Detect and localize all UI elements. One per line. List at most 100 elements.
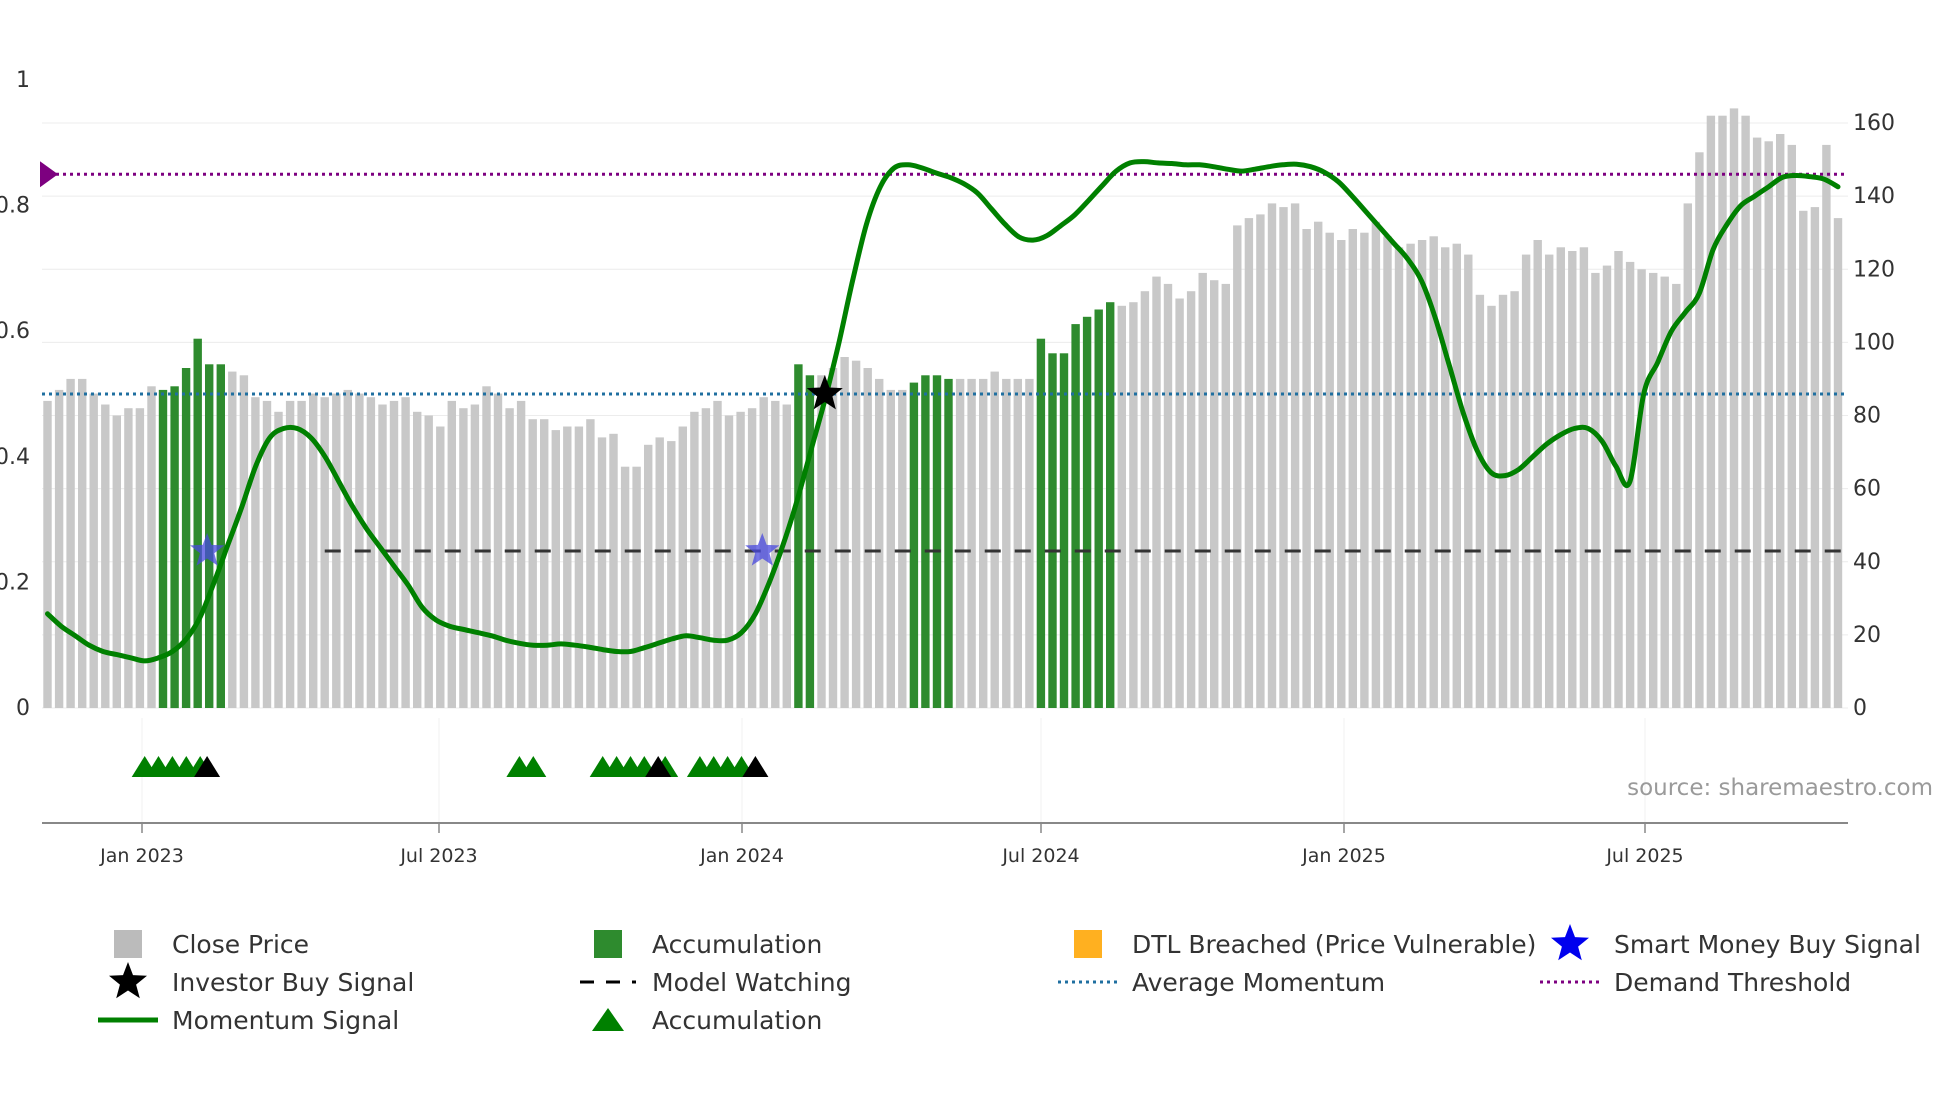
price-bar	[1348, 229, 1357, 708]
price-bar	[701, 408, 711, 708]
price-bar	[1545, 254, 1554, 708]
price-bar	[413, 411, 422, 708]
legend-label: Average Momentum	[1132, 968, 1385, 997]
accumulation-end-triangle	[742, 756, 769, 777]
date-tick-label: Jul 2024	[1001, 845, 1079, 867]
price-bar	[875, 378, 884, 708]
price-bar	[193, 338, 202, 708]
price-bar	[1394, 247, 1404, 709]
price-bar	[1672, 283, 1681, 708]
price-bar	[932, 375, 942, 708]
reference-lines	[40, 161, 1848, 553]
price-bar	[1233, 225, 1242, 708]
price-bar	[736, 411, 745, 708]
price-bar	[320, 397, 329, 708]
right-tick-label: 140	[1853, 184, 1895, 209]
legend-triangle-icon	[592, 1008, 624, 1031]
legend-item: Accumulation	[594, 930, 822, 959]
price-bar	[1579, 247, 1589, 709]
right-tick-label: 40	[1853, 550, 1881, 575]
source-label: source: sharemaestro.com	[1627, 775, 1933, 801]
price-bar	[1568, 251, 1577, 708]
price-bar	[1210, 280, 1219, 708]
price-bar	[1718, 115, 1727, 708]
price-bar	[216, 364, 225, 708]
legend-label: DTL Breached (Price Vulnerable)	[1132, 930, 1536, 959]
price-bar	[1279, 207, 1288, 708]
price-bar	[181, 368, 191, 708]
smart-money-buy-star	[745, 533, 780, 566]
price-bar	[771, 400, 780, 708]
price-bar	[747, 408, 757, 708]
price-bar	[644, 444, 653, 709]
price-bar	[1475, 294, 1485, 708]
price-bar	[1441, 247, 1450, 709]
legend-item: Close Price	[114, 930, 309, 959]
legend-label: Model Watching	[652, 968, 852, 997]
price-bar	[1094, 309, 1103, 708]
accumulation-panel: Jan 2023 Jul 2023 Jan 2024 Jul 2024 Jan 2025…	[42, 718, 1848, 867]
legend-swatch	[594, 930, 622, 958]
price-bar	[1175, 298, 1184, 708]
legend-label: Accumulation	[652, 930, 822, 959]
price-bar	[1776, 134, 1785, 708]
price-bar	[713, 400, 722, 708]
legend-label: Demand Threshold	[1614, 968, 1851, 997]
price-bar	[1082, 316, 1092, 708]
price-bar	[1429, 236, 1438, 709]
price-bar	[1371, 221, 1381, 708]
price-bar	[921, 375, 930, 708]
left-tick-label: 0.8	[0, 194, 30, 219]
price-bar	[297, 400, 306, 708]
investor-buy-star	[806, 375, 843, 410]
price-bar	[1649, 272, 1658, 708]
price-bar	[667, 441, 676, 708]
price-bar	[851, 360, 861, 708]
price-bar	[724, 415, 734, 708]
price-bar	[1764, 141, 1773, 709]
price-bar	[609, 433, 618, 708]
price-bar	[979, 378, 988, 708]
price-bar	[909, 382, 919, 708]
price-bar	[1036, 338, 1046, 708]
price-bar	[1752, 137, 1762, 709]
price-bar	[551, 430, 560, 708]
right-tick-label: 0	[1853, 696, 1867, 721]
right-tick-label: 60	[1853, 477, 1881, 502]
price-bar	[1637, 269, 1646, 709]
date-tick-label: Jul 2025	[1605, 845, 1683, 867]
price-bar	[886, 389, 895, 708]
price-bar	[955, 378, 965, 708]
price-bar	[620, 466, 630, 708]
price-bar	[78, 378, 87, 708]
legend-item: DTL Breached (Price Vulnerable)	[1074, 930, 1536, 959]
right-tick-label: 100	[1853, 330, 1895, 355]
price-bar	[1059, 353, 1069, 708]
price-bar	[516, 400, 526, 708]
price-bar	[840, 357, 849, 708]
price-bar	[1533, 240, 1542, 708]
price-bar	[794, 364, 803, 708]
price-bar	[54, 389, 64, 708]
price-bar	[782, 404, 791, 708]
accumulation-triangle	[520, 756, 547, 777]
price-bar	[1129, 302, 1138, 708]
price-bar	[1487, 305, 1496, 708]
price-bar	[1163, 283, 1173, 708]
legend-label: Accumulation	[652, 1006, 822, 1035]
right-tick-label: 160	[1853, 111, 1895, 136]
price-bar	[436, 426, 445, 708]
price-bar	[262, 400, 272, 708]
legend-item: Smart Money Buy Signal	[1551, 924, 1921, 961]
left-tick-label: 0.6	[0, 319, 30, 344]
price-bar	[1787, 144, 1796, 708]
price-bar	[366, 397, 376, 708]
price-bar	[251, 397, 260, 708]
signal-markers	[190, 375, 843, 566]
price-bar	[147, 386, 156, 709]
price-bar	[1510, 291, 1519, 708]
price-bar	[1337, 240, 1346, 708]
right-tick-label: 20	[1853, 623, 1881, 648]
price-bar	[66, 378, 75, 708]
price-bar	[863, 368, 872, 708]
